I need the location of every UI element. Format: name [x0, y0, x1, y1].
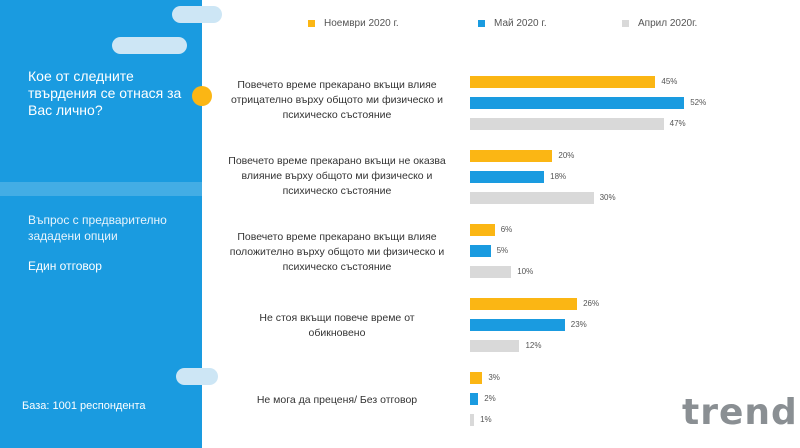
data-label: 1%	[480, 415, 492, 424]
bar	[470, 192, 594, 204]
data-label: 12%	[525, 341, 542, 350]
category-label: Повечето време прекарано вкъщи влияе пол…	[229, 231, 445, 273]
bar	[470, 414, 475, 426]
accent-dot	[192, 86, 212, 106]
category-label: Повечето време прекарано вкъщи влияе отр…	[230, 79, 444, 121]
legend-item-november: Ноември 2020 г.	[308, 16, 399, 30]
data-label: 3%	[488, 373, 500, 382]
legend-label: Април 2020г.	[638, 17, 698, 29]
data-label: 18%	[550, 172, 567, 181]
question-text: Кое от следните твърдения се отнася за В…	[28, 68, 182, 118]
legend-label: Май 2020 г.	[494, 17, 547, 29]
left-panel: Кое от следните твърдения се отнася за В…	[0, 0, 222, 448]
legend-label: Ноември 2020 г.	[324, 17, 399, 29]
data-label: 10%	[517, 267, 534, 276]
trend-logo: trend	[682, 392, 798, 433]
legend-swatch	[622, 19, 629, 27]
data-label: 47%	[669, 119, 686, 128]
bar	[470, 76, 656, 88]
question-note: Въпрос с предварително зададени опции	[28, 213, 167, 243]
bar	[470, 118, 664, 130]
legend-swatch	[308, 19, 315, 27]
bar	[470, 393, 479, 405]
decor-pill	[176, 368, 218, 385]
bar	[470, 171, 545, 183]
decor-pill	[112, 37, 187, 54]
data-label: 45%	[661, 77, 678, 86]
panel-divider	[0, 182, 202, 196]
bar	[470, 97, 685, 109]
answer-type: Един отговор	[28, 259, 102, 273]
legend-swatch	[478, 19, 485, 27]
bar	[470, 372, 483, 384]
category-label: Не мога да преценя/ Без отговор	[256, 394, 418, 406]
bar	[470, 266, 512, 278]
category-label: Не стоя вкъщи повече време от обикновено	[259, 312, 415, 339]
category-label: Повечето време прекарано вкъщи не оказва…	[228, 155, 446, 197]
base-text: База: 1001 респондента	[22, 400, 146, 412]
data-label: 2%	[484, 394, 496, 403]
bar	[470, 319, 565, 331]
legend-item-april: Април 2020г.	[622, 16, 697, 30]
decor-pill	[172, 6, 222, 23]
data-label: 30%	[599, 193, 616, 202]
bar	[470, 340, 520, 352]
bar	[470, 224, 495, 236]
bar	[470, 298, 578, 310]
bar	[470, 245, 491, 257]
data-label: 20%	[558, 151, 575, 160]
data-label: 26%	[583, 299, 600, 308]
bar	[470, 150, 553, 162]
data-label: 6%	[500, 225, 513, 234]
data-label: 5%	[496, 246, 509, 255]
legend-item-may: Май 2020 г.	[478, 16, 547, 30]
data-label: 23%	[570, 320, 587, 329]
data-label: 52%	[690, 98, 707, 107]
